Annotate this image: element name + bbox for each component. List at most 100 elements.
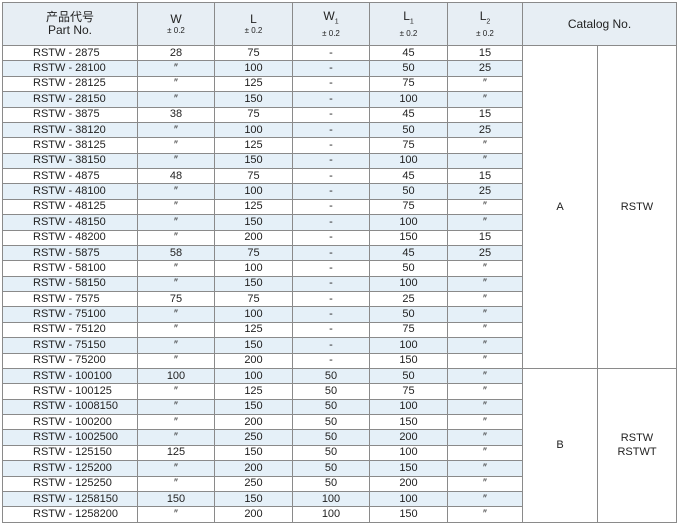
dim-value: 50	[292, 475, 370, 492]
dim-value: 75	[369, 75, 448, 93]
table-row: RSTW - 48150 ″ 150-100 ″	[2, 214, 677, 231]
dim-value: 100	[214, 121, 293, 139]
dim-value: 100	[369, 337, 448, 354]
dim-value: 100	[214, 260, 293, 277]
dim-value: 250	[214, 475, 293, 492]
catalog-series: RSTW RSTWT	[597, 367, 677, 523]
part-no: RSTW - 48150	[2, 214, 138, 231]
dim-value: 200	[214, 413, 293, 431]
dim-value: ″	[447, 352, 523, 369]
part-no: RSTW - 125200	[2, 460, 138, 477]
dim-value: 75	[214, 290, 293, 308]
dim-value: 75	[369, 137, 448, 154]
part-no: RSTW - 75200	[2, 352, 138, 369]
dim-value: 100	[137, 367, 215, 385]
dim-value: ″	[447, 75, 523, 93]
dim-value: 25	[447, 183, 523, 200]
part-no: RSTW - 1258200	[2, 506, 138, 523]
dim-value: ″	[137, 60, 215, 77]
dim-value: 45	[369, 44, 448, 62]
dim-value: -	[292, 137, 370, 154]
dim-value: 50	[369, 183, 448, 200]
dim-value: 15	[447, 229, 523, 246]
dim-value: 100	[369, 398, 448, 416]
dim-value: ″	[137, 121, 215, 139]
dim-name: L	[479, 9, 487, 24]
dim-value: 45	[369, 244, 448, 262]
dim-value: 125	[214, 75, 293, 93]
dim-value: 150	[369, 352, 448, 369]
dim-value: ″	[137, 475, 215, 492]
dim-value: ″	[137, 229, 215, 246]
dim-value: 150	[214, 398, 293, 416]
dim-header: L ± 0.2	[214, 2, 293, 46]
dim-value: ″	[137, 460, 215, 477]
dim-value: -	[292, 121, 370, 139]
table-row: RSTW - 4875 48 75-45 15	[2, 167, 677, 185]
table-row: RSTW - 28150 ″ 150-100 ″	[2, 91, 677, 108]
dim-value: 15	[447, 106, 523, 123]
dim-value: -	[292, 229, 370, 246]
table-row: RSTW - 48100 ″ 100-50 25	[2, 183, 677, 200]
dim-value: 50	[292, 460, 370, 477]
dim-value: 150	[369, 506, 448, 523]
series-name: RSTWT	[617, 446, 657, 459]
dim-value: 75	[214, 44, 293, 62]
part-no: RSTW - 75120	[2, 321, 138, 339]
dim-value: ″	[447, 398, 523, 416]
dim-value: ″	[137, 352, 215, 369]
dim-value: 150	[214, 444, 293, 462]
dim-value: 125	[214, 137, 293, 154]
dim-value: ″	[137, 306, 215, 323]
dim-value: 125	[214, 198, 293, 216]
dim-value: 100	[214, 306, 293, 323]
dim-value: 75	[369, 383, 448, 400]
part-no: RSTW - 58150	[2, 275, 138, 293]
part-no: RSTW - 38150	[2, 152, 138, 170]
dim-value: -	[292, 183, 370, 200]
dim-value: 100	[214, 183, 293, 200]
dim-value: -	[292, 91, 370, 108]
dim-value: 75	[369, 198, 448, 216]
part-no: RSTW - 100100	[2, 367, 138, 385]
dim-tolerance: ± 0.2	[399, 28, 418, 38]
table-row: RSTW - 75100 ″ 100-50 ″	[2, 306, 677, 323]
dim-subscript: 2	[486, 18, 491, 26]
part-no: RSTW - 48125	[2, 198, 138, 216]
dim-value: 50	[292, 398, 370, 416]
table-row: RSTW - 75200 ″ 200-150 ″	[2, 352, 677, 369]
dim-value: -	[292, 106, 370, 123]
dim-value: ″	[447, 444, 523, 462]
dim-name: W	[323, 9, 335, 24]
table-row: RSTW - 1008150 ″ 150 50 100 ″	[2, 398, 677, 416]
dim-tolerance: ± 0.2	[167, 26, 185, 35]
dim-value: -	[292, 152, 370, 170]
dim-value: ″	[137, 383, 215, 400]
dim-value: 100	[369, 275, 448, 293]
dim-value: ″	[447, 152, 523, 170]
dim-value: ″	[447, 275, 523, 293]
dim-value: 200	[369, 429, 448, 446]
dim-header: L1 ± 0.2	[369, 2, 448, 46]
dim-value: 150	[214, 337, 293, 354]
dim-subscript: 1	[334, 18, 339, 26]
table-row: RSTW - 2875 28 75-45 15 A RSTW	[2, 44, 677, 369]
dim-value: 100	[369, 152, 448, 170]
dim-value: 200	[369, 475, 448, 492]
table-row: RSTW - 58150 ″ 150-100 ″	[2, 275, 677, 293]
dim-value: ″	[137, 275, 215, 293]
dim-value: 100	[214, 60, 293, 77]
dim-value: 50	[292, 429, 370, 446]
dim-value: ″	[447, 321, 523, 339]
dim-name: W	[170, 12, 182, 26]
dim-value: 75	[369, 321, 448, 339]
dim-value: 75	[137, 290, 215, 308]
table-row: RSTW - 100100 100 100 50 50 ″ B RSTW RSTWT	[2, 367, 677, 523]
dim-value: ″	[137, 429, 215, 446]
dim-value: ″	[137, 413, 215, 431]
part-no: RSTW - 4875	[2, 167, 138, 185]
dim-value: -	[292, 306, 370, 323]
dim-value: 50	[369, 367, 448, 385]
dim-value: 28	[137, 44, 215, 62]
dim-value: 100	[369, 91, 448, 108]
